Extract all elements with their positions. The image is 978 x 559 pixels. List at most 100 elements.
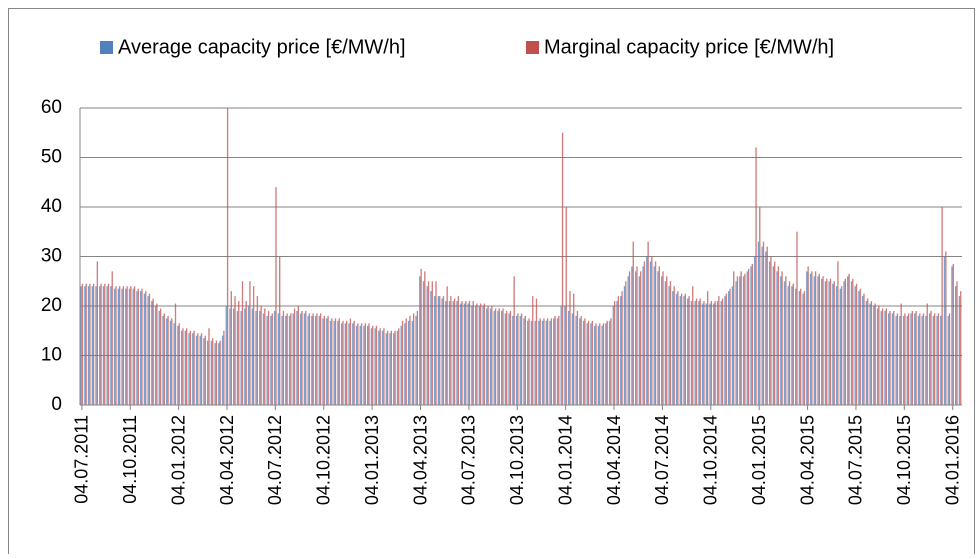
bar <box>147 296 149 405</box>
bar <box>99 286 101 405</box>
bar <box>130 286 132 405</box>
bar <box>904 313 906 405</box>
x-tick-label: 04.07.2014 <box>652 415 672 505</box>
bar <box>714 301 716 405</box>
bar <box>264 308 266 405</box>
bar <box>413 313 415 405</box>
bar <box>632 241 634 405</box>
bar <box>642 266 644 405</box>
bar <box>739 276 741 405</box>
x-tick-label: 04.10.2011 <box>120 415 140 504</box>
legend-label: Marginal capacity price [€/MW/h] <box>544 36 834 58</box>
bar <box>713 303 715 405</box>
bar <box>515 315 518 405</box>
bar <box>262 313 265 405</box>
x-tick-label: 04.10.2015 <box>894 415 914 505</box>
bar <box>115 286 117 405</box>
bar <box>504 313 507 405</box>
bar <box>716 301 719 405</box>
bar <box>326 318 328 405</box>
bar <box>468 301 471 405</box>
bar <box>718 296 720 405</box>
bar <box>884 310 886 405</box>
bar <box>937 313 940 405</box>
bar <box>407 320 410 405</box>
bar <box>896 313 899 405</box>
bar <box>363 325 365 405</box>
bar <box>844 278 847 405</box>
bar <box>234 296 236 405</box>
bar <box>450 296 452 405</box>
bar <box>538 320 540 405</box>
x-tick-label: 04.01.2012 <box>168 415 188 505</box>
bar <box>829 278 832 405</box>
bar <box>777 266 780 405</box>
bar <box>107 283 110 405</box>
bar <box>654 261 657 405</box>
bar <box>683 296 685 405</box>
bar <box>117 288 120 405</box>
bar <box>721 298 724 405</box>
bar <box>271 313 273 405</box>
bar <box>736 276 739 405</box>
bar <box>319 313 322 405</box>
bar <box>835 286 838 405</box>
bar <box>621 291 623 405</box>
bar <box>617 296 620 405</box>
bar <box>742 276 745 405</box>
bar <box>906 315 908 405</box>
y-tick-label: 30 <box>41 246 62 267</box>
bar <box>126 286 128 405</box>
bar <box>947 315 949 405</box>
bar <box>420 268 422 405</box>
bar <box>389 333 391 405</box>
bar <box>817 276 819 405</box>
bar <box>346 320 348 405</box>
bar <box>431 281 433 405</box>
bar <box>893 310 895 405</box>
bar <box>692 286 694 405</box>
bar <box>766 246 768 405</box>
bar <box>549 320 551 405</box>
bar <box>247 306 250 405</box>
x-tick-label: 04.01.2016 <box>942 415 962 505</box>
bar <box>556 318 559 405</box>
bar <box>506 310 508 405</box>
bar <box>798 291 801 405</box>
bar <box>218 343 220 405</box>
chart-frame <box>8 8 975 559</box>
bar <box>348 323 350 405</box>
bar <box>178 323 180 405</box>
bar <box>256 296 259 405</box>
bar <box>891 313 894 405</box>
bar <box>926 303 928 405</box>
bar <box>100 283 102 405</box>
bar <box>606 320 608 405</box>
bar <box>300 313 302 405</box>
x-tick-label: 04.01.2014 <box>555 415 575 505</box>
bar <box>318 315 320 405</box>
bar <box>465 301 467 405</box>
bar <box>565 207 567 405</box>
bar <box>623 286 626 405</box>
bar <box>794 288 797 405</box>
bar <box>342 320 344 405</box>
bar <box>322 318 324 405</box>
bar <box>956 281 958 405</box>
bar <box>405 318 407 405</box>
bar <box>863 293 865 405</box>
bar <box>560 306 562 405</box>
bar <box>474 306 477 405</box>
bar <box>658 266 660 405</box>
bar <box>796 231 798 405</box>
bar <box>461 301 463 405</box>
bar <box>867 298 869 405</box>
bar <box>494 308 497 405</box>
bar <box>352 323 354 405</box>
bar <box>580 315 582 405</box>
bar <box>814 271 817 405</box>
bar <box>833 281 835 405</box>
bar <box>512 315 514 405</box>
bar <box>375 325 378 405</box>
bar <box>169 320 172 405</box>
